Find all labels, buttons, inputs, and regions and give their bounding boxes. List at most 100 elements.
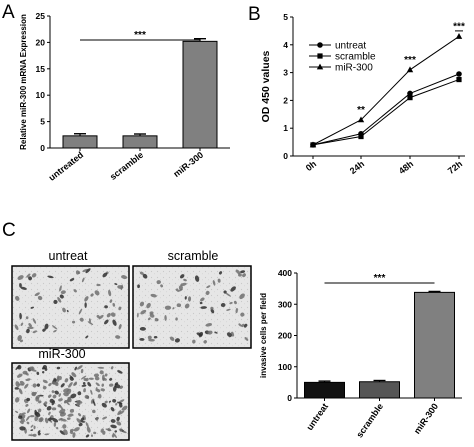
cell-mark <box>47 275 54 279</box>
cell-mark <box>180 282 187 287</box>
cell-mark <box>140 309 147 315</box>
chart-b-point <box>358 133 364 140</box>
cell-mark <box>19 426 26 431</box>
cell-mark <box>240 312 245 317</box>
cell-mark <box>95 387 98 392</box>
cell-mark <box>97 393 102 399</box>
cell-mark <box>57 296 62 303</box>
chart-b-y-axis-label: OD 450 values <box>260 50 272 122</box>
cell-mark <box>18 415 23 419</box>
cell-mark <box>226 308 231 311</box>
cell-mark <box>71 320 76 324</box>
cell-mark <box>114 430 118 433</box>
cell-mark <box>95 416 99 421</box>
cell-mark <box>58 398 63 402</box>
cell-mark <box>53 422 57 427</box>
cell-mark <box>217 278 221 283</box>
cell-mark <box>164 315 167 321</box>
cell-mark <box>139 327 146 331</box>
cell-mark <box>15 410 19 414</box>
cell-mark <box>149 311 154 315</box>
chart-b-y-tick-label: 0 <box>283 151 288 161</box>
cell-mark <box>32 383 37 388</box>
cell-mark <box>99 370 104 375</box>
cell-mark <box>85 422 89 428</box>
cell-mark <box>112 302 116 307</box>
chart-b-point <box>407 95 413 101</box>
cell-mark <box>76 401 80 407</box>
cell-mark <box>16 373 23 378</box>
chart-b-significance-label: *** <box>453 21 465 32</box>
cell-mark <box>96 283 101 287</box>
cell-mark <box>98 314 104 320</box>
cell-mark <box>238 323 242 327</box>
chart-b-series-line <box>312 79 460 146</box>
cell-mark <box>41 371 45 374</box>
cell-mark <box>36 371 40 376</box>
cell-mark <box>80 368 84 374</box>
cell-mark <box>101 402 107 408</box>
cell-mark <box>79 317 84 322</box>
cell-mark <box>60 383 65 388</box>
micrograph-scramble-cells <box>137 269 249 344</box>
cell-mark <box>229 301 233 305</box>
cell-mark <box>38 400 42 404</box>
cell-mark <box>32 330 38 334</box>
chart-b-point <box>407 90 413 97</box>
cell-mark <box>108 400 112 403</box>
cell-mark <box>69 408 75 413</box>
cell-mark <box>102 374 105 382</box>
cell-mark <box>30 429 34 432</box>
cell-mark <box>148 338 155 342</box>
cell-mark <box>175 288 179 292</box>
cell-mark <box>25 378 31 382</box>
cell-mark <box>69 430 74 435</box>
cell-mark <box>119 428 123 432</box>
cell-mark <box>37 430 41 434</box>
chart-c-y-tick-label: 0 <box>287 393 292 403</box>
chart-c-category-label: untreat <box>304 401 330 432</box>
cell-mark <box>82 268 89 273</box>
chart-b-significance-label: ** <box>357 105 365 116</box>
chart-a-category-label: scramble <box>108 150 145 182</box>
cell-mark <box>102 272 108 278</box>
cell-mark <box>14 387 19 390</box>
chart-c-y-tick-label: 300 <box>278 299 292 309</box>
cell-mark <box>142 273 148 279</box>
cell-mark <box>116 416 120 422</box>
cell-mark <box>109 383 114 387</box>
chart-a-y-tick-label: 25 <box>36 11 46 21</box>
cell-mark <box>15 381 20 388</box>
cell-mark <box>34 415 39 422</box>
cell-mark <box>76 418 82 424</box>
cell-mark <box>88 377 94 380</box>
cell-mark <box>94 290 100 296</box>
cell-mark <box>44 417 49 424</box>
cell-mark <box>26 273 31 278</box>
micrograph-mir300-label: miR-300 <box>38 347 85 361</box>
cell-mark <box>112 432 117 439</box>
cell-mark <box>59 285 62 292</box>
cell-mark <box>36 383 40 387</box>
cell-mark <box>104 319 109 325</box>
cell-mark <box>147 335 152 340</box>
cell-mark <box>70 393 77 399</box>
cell-mark <box>184 303 190 309</box>
cell-mark <box>82 381 86 385</box>
cell-mark <box>96 314 100 319</box>
cell-mark <box>51 390 55 394</box>
cell-mark <box>106 312 111 318</box>
cell-mark <box>116 421 122 426</box>
cell-mark <box>24 383 29 389</box>
cell-mark <box>108 289 112 297</box>
cell-mark <box>84 302 87 308</box>
cell-mark <box>179 274 185 279</box>
cell-mark <box>235 307 238 314</box>
cell-mark <box>32 433 37 437</box>
cell-mark <box>60 418 67 422</box>
cell-mark <box>84 296 89 302</box>
cell-mark <box>139 271 144 275</box>
cell-mark <box>97 366 105 369</box>
cell-mark <box>233 300 237 305</box>
cell-mark <box>175 317 178 321</box>
